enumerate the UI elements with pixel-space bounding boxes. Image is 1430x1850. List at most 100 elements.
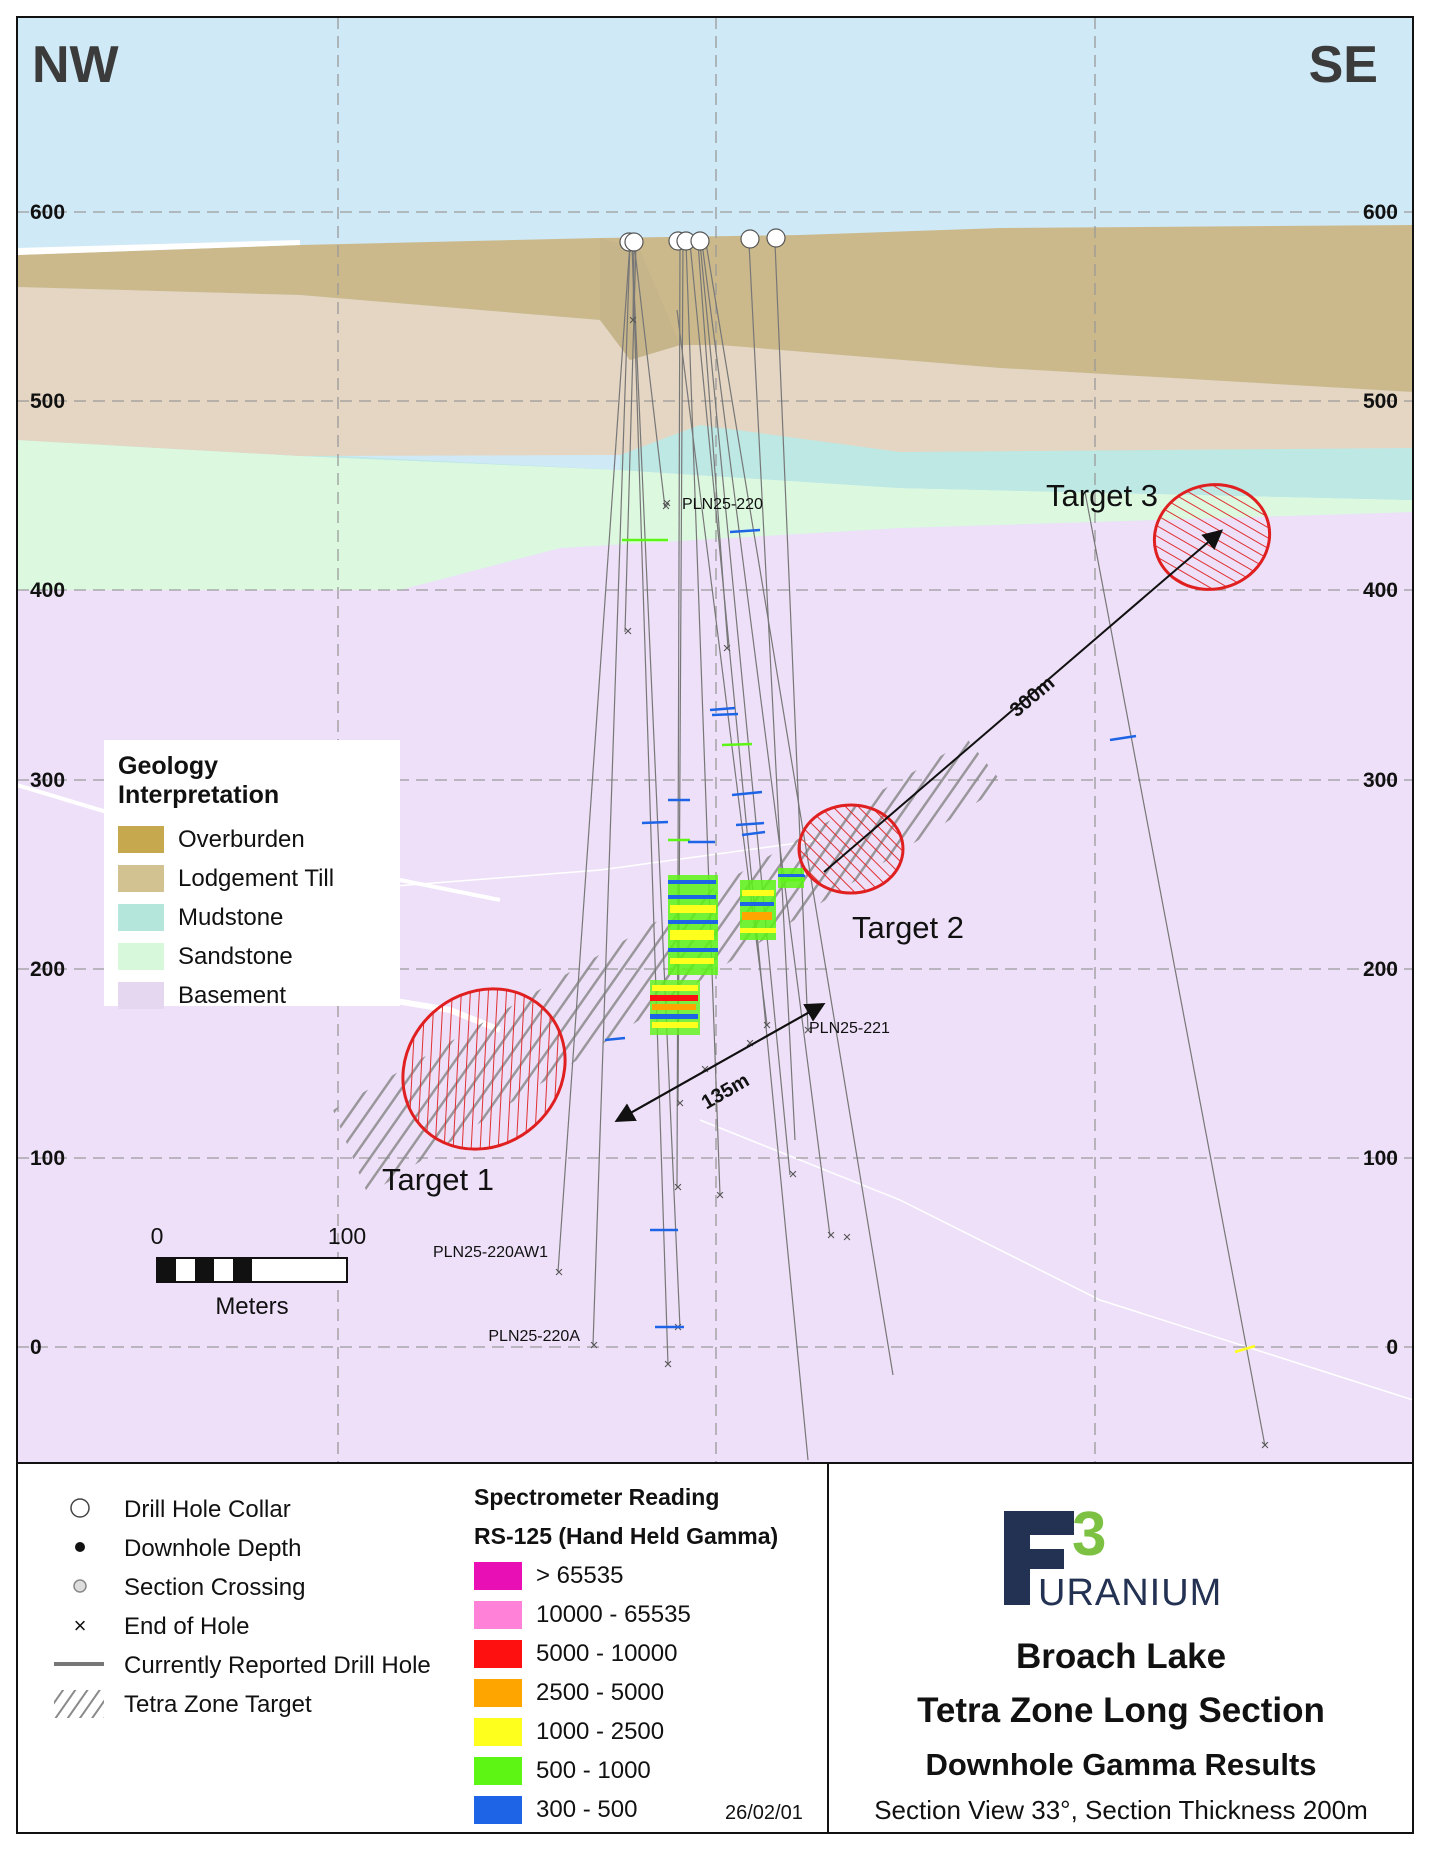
collar-icon [70, 1498, 90, 1518]
title-line-4: Section View 33°, Section Thickness 200m [874, 1795, 1368, 1825]
symbol-label: Section Crossing [124, 1573, 306, 1601]
elev-tick-300-right: 300 [1363, 769, 1398, 792]
crossing-icon [73, 1579, 87, 1593]
spec-swatch [474, 1561, 522, 1590]
scale-bar [156, 1257, 348, 1283]
svg-text:×: × [555, 1264, 564, 1281]
hole-label-220a: PLN25-220A [488, 1328, 580, 1345]
sandstone-layer [17, 440, 1413, 590]
svg-text:×: × [804, 1022, 813, 1039]
title-line-1: Broach Lake [1015, 1637, 1227, 1676]
svg-text:×: × [1261, 1437, 1270, 1454]
se-label: SE [1309, 36, 1378, 94]
spec-row: 5000 - 10000 [474, 1634, 824, 1673]
svg-text:×: × [701, 1061, 710, 1078]
spec-row: 1000 - 2500 [474, 1712, 824, 1751]
symbol-label: Tetra Zone Target [124, 1690, 312, 1718]
svg-text:×: × [789, 1166, 798, 1183]
hole-label-221: PLN25-221 [809, 1020, 890, 1037]
spec-label: 500 - 1000 [536, 1756, 651, 1784]
spec-label: 1000 - 2500 [536, 1717, 665, 1745]
legend-label: Lodgement Till [178, 864, 335, 892]
lodgement-till-swatch [118, 865, 164, 892]
svg-text:×: × [664, 1356, 673, 1373]
title-line-3: Downhole Gamma Results [925, 1747, 1317, 1782]
geology-legend: Geology Interpretation Overburden Lodgem… [104, 740, 400, 1009]
elev-tick-500-left: 500 [30, 390, 65, 413]
svg-text:×: × [827, 1227, 836, 1244]
mudstone-swatch [118, 904, 164, 931]
contact-line [369, 839, 821, 889]
logo-mark: 3 [1072, 1503, 1106, 1569]
legend-overburden: Overburden [118, 820, 386, 859]
svg-text:×: × [624, 623, 633, 640]
spec-swatch [474, 1795, 522, 1824]
elev-tick-200-left: 200 [30, 958, 65, 981]
logo-word: URANIUM [1038, 1572, 1222, 1614]
symbol-label: Drill Hole Collar [124, 1495, 291, 1523]
scale-hundred: 100 [328, 1223, 366, 1249]
elevation-axis: 600 500 400 300 200 100 0 600 500 400 30… [30, 201, 1398, 1359]
svg-text:×: × [662, 498, 671, 515]
spec-row: 500 - 1000 [474, 1751, 824, 1790]
spectrometer-legend: Spectrometer Reading RS-125 (Hand Held G… [474, 1478, 824, 1829]
legend-mudstone: Mudstone [118, 898, 386, 937]
elev-tick-100-left: 100 [30, 1147, 65, 1170]
spec-row: 10000 - 65535 [474, 1595, 824, 1634]
title-line-2: Tetra Zone Long Section [917, 1691, 1325, 1730]
svg-text:×: × [763, 1017, 772, 1034]
svg-text:×: × [843, 1229, 852, 1246]
spec-row: > 65535 [474, 1556, 824, 1595]
drill-hole-collars [619, 228, 786, 252]
symbol-label: Currently Reported Drill Hole [124, 1651, 431, 1679]
distance-arrow-135-back [614, 1004, 823, 1122]
symbol-row-eoh: End of Hole [50, 1607, 450, 1646]
scale-zero: 0 [151, 1223, 164, 1249]
legend-lodgement-till: Lodgement Till [118, 859, 386, 898]
elev-tick-400-right: 400 [1363, 579, 1398, 602]
spec-label: 10000 - 65535 [536, 1600, 691, 1628]
symbol-row-tetra: Tetra Zone Target [50, 1685, 450, 1724]
symbol-label: Downhole Depth [124, 1534, 302, 1562]
legend-basement: Basement [118, 976, 386, 1015]
elev-tick-600-left: 600 [30, 201, 65, 224]
spectrometer-subtitle: RS-125 (Hand Held Gamma) [474, 1523, 779, 1549]
svg-text:×: × [629, 312, 638, 329]
spec-label: 300 - 500 [536, 1795, 638, 1823]
x-icon: × [74, 1613, 87, 1638]
topo-line [17, 240, 300, 255]
spec-swatch [474, 1600, 522, 1629]
elev-tick-300-left: 300 [30, 769, 65, 792]
symbol-label: End of Hole [124, 1612, 250, 1640]
spectrometer-title: Spectrometer Reading [474, 1484, 720, 1510]
elev-tick-100-right: 100 [1363, 1147, 1398, 1170]
distance-arrow-300 [823, 529, 1224, 873]
legend-sandstone: Sandstone [118, 937, 386, 976]
legend-frame [16, 1462, 1414, 1834]
elev-tick-600-right: 600 [1363, 201, 1398, 224]
dot-icon [75, 1542, 85, 1552]
mudstone-layer-east [620, 425, 1413, 500]
spec-swatch [474, 1756, 522, 1785]
overburden-layer [17, 225, 1413, 392]
spec-row: 2500 - 5000 [474, 1673, 824, 1712]
symbol-row-depth: Downhole Depth [50, 1529, 450, 1568]
spec-label: 5000 - 10000 [536, 1639, 678, 1667]
svg-text:×: × [674, 1179, 683, 1196]
target-3-label: Target 3 [1046, 478, 1158, 513]
spec-swatch [474, 1717, 522, 1746]
spec-label: > 65535 [536, 1561, 624, 1589]
legend-label: Basement [178, 981, 287, 1009]
svg-text:×: × [716, 1187, 725, 1204]
spec-row: 300 - 500 [474, 1790, 824, 1829]
basement-swatch [118, 982, 164, 1009]
map-date: 26/02/01 [725, 1802, 803, 1824]
symbol-legend: Drill Hole Collar Downhole Depth Section… [50, 1490, 450, 1724]
spec-swatch [474, 1639, 522, 1668]
sandstone-swatch [118, 943, 164, 970]
elev-tick-500-right: 500 [1363, 390, 1398, 413]
spec-label: 2500 - 5000 [536, 1678, 665, 1706]
elev-tick-0-right: 0 [1386, 1336, 1398, 1359]
svg-text:×: × [663, 495, 672, 512]
